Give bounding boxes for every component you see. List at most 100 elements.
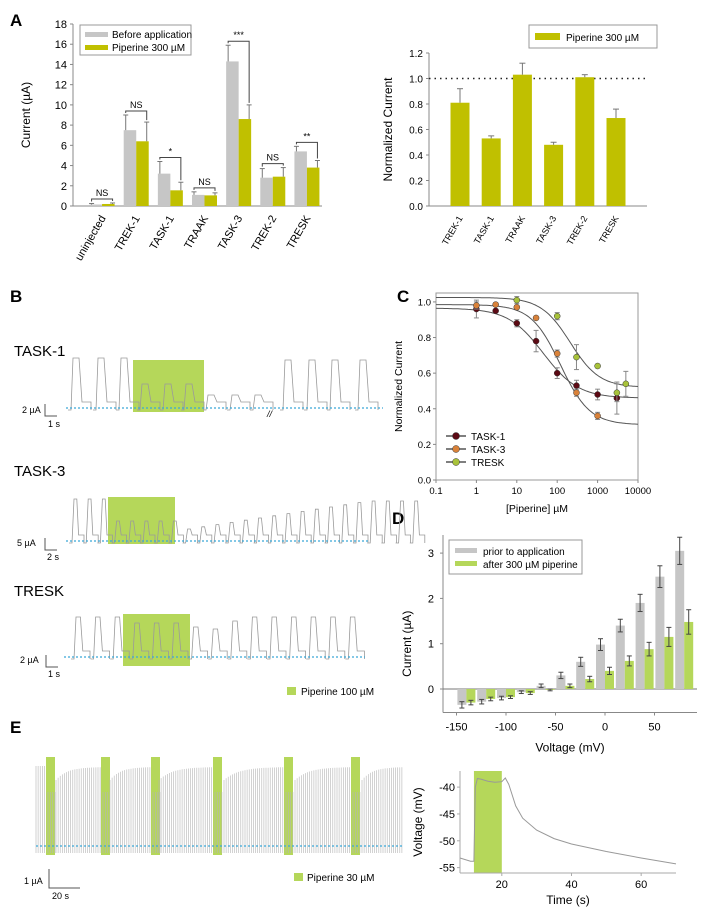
x-tick-label: TASK-1 (148, 214, 177, 253)
x-axis-label: [Piperine] µM (506, 503, 568, 515)
y-tick-label: 1 (428, 639, 434, 651)
x-tick-label: TREK-1 (113, 214, 143, 254)
y-tick-label: 2 (61, 181, 67, 193)
x-tick-label: uninjected (73, 214, 108, 263)
y-tick-label: -50 (439, 836, 455, 848)
x-tick-label: 0.1 (429, 486, 442, 497)
fit-curve-task-3 (436, 304, 639, 425)
significance-label: NS (267, 153, 280, 163)
data-point-task-3 (573, 389, 580, 396)
bar-piperine (204, 195, 217, 206)
y-tick-label: 6 (61, 140, 67, 152)
legend-swatch-piperine-30 (294, 873, 303, 881)
current-trace-e (35, 766, 403, 853)
bar-after (644, 649, 654, 689)
significance-bracket (91, 198, 114, 202)
x-tick-label: TRAAK (182, 213, 211, 251)
x-tick-label: 0 (602, 722, 608, 734)
bar-prior (635, 602, 645, 689)
current-trace-task3 (69, 498, 426, 544)
y-tick-label: 0.2 (418, 440, 431, 451)
legend-label-task-3: TASK-3 (471, 445, 506, 456)
y-tick-label: 0.0 (409, 202, 423, 213)
x-tick-label: 50 (648, 722, 660, 734)
bar-before (260, 177, 273, 206)
voltage-trace (459, 777, 677, 865)
legend-label-after: after 300 µM piperine (483, 560, 578, 571)
x-tick-label: TASK-3 (534, 214, 558, 246)
data-point-task-3 (473, 302, 480, 309)
significance-label: * (169, 147, 173, 157)
legend-box (448, 539, 583, 575)
x-tick-label: 60 (635, 879, 647, 891)
scale-bar (44, 538, 57, 551)
bar-before (294, 151, 307, 206)
x-tick-label: 10000 (625, 486, 651, 497)
chart-c-dose-response: 0.1 1 10 100 1000 10000 0.0 0.2 0.4 0.6 0.8 1.0 [Pip… (393, 292, 651, 515)
y-tick-label: 0.6 (418, 369, 431, 380)
data-point-task-1 (532, 337, 540, 345)
y-tick-label: 8 (61, 120, 67, 132)
y-tick-label: 0 (428, 684, 434, 696)
bar-after (664, 636, 674, 689)
significance-label: ** (303, 131, 311, 141)
piperine-application-box (108, 497, 175, 544)
data-point-task-3 (594, 412, 601, 420)
plot-frame (435, 292, 639, 481)
legend-piperine-30: Piperine 30 µM (307, 873, 374, 884)
bar-normalized (450, 102, 470, 206)
bar-piperine (170, 190, 183, 206)
y-axis-label: Current (µA) (400, 611, 414, 677)
piperine-application-box (473, 771, 502, 873)
bar-prior (497, 689, 506, 699)
chart-a-normalized-bars: 0.0 0.2 0.4 0.6 0.8 1.0 1.2 Normalized Current T… (381, 24, 658, 247)
y-tick-label: 16 (55, 39, 67, 51)
bar-prior (655, 576, 665, 689)
y-tick-label: 0.8 (409, 100, 423, 111)
significance-label: NS (96, 188, 109, 198)
data-point-tresk (622, 380, 630, 388)
bar-normalized (481, 138, 501, 206)
data-point-task-3 (553, 350, 561, 357)
bar-prior (615, 625, 625, 689)
bar-prior (576, 661, 586, 689)
bar-after (466, 689, 476, 703)
legend-swatch-after (455, 561, 477, 566)
bar-normalized (575, 77, 595, 206)
trace-label-task3: TASK-3 (14, 463, 65, 480)
data-point-task-1 (553, 369, 561, 377)
y-tick-label: 0.4 (409, 151, 423, 162)
chart-e-voltage-time: -40 -45 -50 -55 20 40 60 Time (s) Voltage (mV) (411, 771, 677, 907)
legend-label-tresk: TRESK (471, 458, 505, 469)
panel-label-d: D (392, 509, 404, 528)
data-point-task-1 (573, 382, 580, 389)
scale-y-e: 1 µA (24, 876, 43, 886)
significance-bracket (193, 187, 216, 191)
bar-before (226, 61, 239, 207)
y-tick-label: 10 (55, 100, 67, 112)
panel-label-c: C (397, 287, 409, 306)
trace-label-tresk: TRESK (14, 583, 64, 600)
legend-box (528, 24, 658, 49)
y-tick-label: 1.2 (409, 49, 423, 60)
y-tick-label: 3 (428, 548, 434, 560)
current-trace-tresk (71, 616, 365, 660)
scale-y-task3: 5 µA (17, 538, 36, 548)
y-tick-label: 4 (61, 161, 67, 173)
y-tick-label: 0 (61, 201, 67, 213)
chart-d-iv-bars: 0 1 2 3 -150 -100 -50 0 50 Voltage (mV) Current (µ… (400, 534, 697, 755)
bar-before (123, 130, 137, 206)
bar-before (157, 173, 171, 206)
x-axis-label: Voltage (mV) (535, 741, 604, 755)
legend-piperine-100: Piperine 100 µM (301, 687, 374, 698)
x-tick-label: -100 (495, 722, 517, 734)
bar-normalized (544, 144, 564, 206)
bar-piperine (102, 203, 115, 206)
bar-prior (556, 675, 566, 689)
bar-after (486, 689, 496, 699)
legend-label-prior: prior to application (483, 547, 565, 558)
bar-normalized (606, 118, 626, 206)
scale-bar (45, 655, 58, 668)
legend-swatch-piperine (85, 45, 108, 50)
